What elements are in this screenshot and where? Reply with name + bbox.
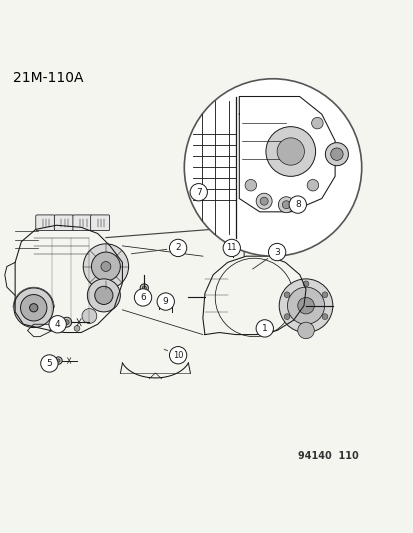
Circle shape bbox=[223, 239, 240, 256]
Circle shape bbox=[283, 292, 289, 297]
Circle shape bbox=[82, 309, 97, 324]
Circle shape bbox=[157, 293, 174, 310]
Text: 11: 11 bbox=[226, 244, 236, 253]
Circle shape bbox=[184, 79, 361, 256]
FancyBboxPatch shape bbox=[36, 215, 55, 231]
Circle shape bbox=[21, 295, 47, 321]
Circle shape bbox=[74, 326, 80, 332]
Text: 8: 8 bbox=[294, 200, 300, 209]
Circle shape bbox=[283, 314, 289, 319]
Circle shape bbox=[57, 359, 60, 362]
Text: 5: 5 bbox=[46, 359, 52, 368]
Circle shape bbox=[101, 262, 111, 271]
FancyBboxPatch shape bbox=[73, 215, 92, 231]
Circle shape bbox=[250, 241, 258, 249]
Circle shape bbox=[142, 286, 146, 290]
Circle shape bbox=[87, 279, 120, 312]
Circle shape bbox=[282, 201, 290, 209]
Circle shape bbox=[169, 346, 186, 364]
Circle shape bbox=[83, 244, 128, 289]
Circle shape bbox=[268, 244, 285, 261]
Circle shape bbox=[321, 292, 327, 297]
Circle shape bbox=[278, 197, 294, 213]
Text: 2: 2 bbox=[175, 244, 180, 253]
Circle shape bbox=[288, 196, 306, 213]
Circle shape bbox=[91, 252, 120, 281]
Circle shape bbox=[268, 241, 276, 249]
FancyBboxPatch shape bbox=[54, 215, 73, 231]
Text: 6: 6 bbox=[140, 293, 145, 302]
Circle shape bbox=[265, 127, 315, 176]
Circle shape bbox=[169, 239, 186, 256]
Circle shape bbox=[287, 287, 324, 324]
Circle shape bbox=[330, 148, 342, 160]
Text: 94140  110: 94140 110 bbox=[297, 451, 358, 461]
Circle shape bbox=[259, 197, 268, 205]
Text: 7: 7 bbox=[195, 188, 201, 197]
Circle shape bbox=[306, 180, 318, 191]
Circle shape bbox=[244, 180, 256, 191]
Circle shape bbox=[95, 286, 113, 304]
Circle shape bbox=[256, 193, 271, 209]
Circle shape bbox=[64, 320, 69, 325]
Circle shape bbox=[297, 322, 313, 338]
Text: 21M-110A: 21M-110A bbox=[13, 71, 83, 85]
Circle shape bbox=[190, 183, 207, 201]
Circle shape bbox=[49, 316, 66, 333]
FancyBboxPatch shape bbox=[225, 242, 239, 252]
Circle shape bbox=[311, 117, 323, 129]
FancyBboxPatch shape bbox=[90, 215, 109, 231]
Circle shape bbox=[325, 143, 348, 166]
Circle shape bbox=[134, 289, 151, 306]
Text: 9: 9 bbox=[162, 297, 168, 306]
Circle shape bbox=[55, 357, 62, 364]
Circle shape bbox=[278, 279, 332, 333]
Text: 10: 10 bbox=[173, 351, 183, 360]
Circle shape bbox=[29, 304, 38, 312]
Circle shape bbox=[302, 281, 308, 287]
Circle shape bbox=[140, 284, 148, 292]
Text: 3: 3 bbox=[273, 247, 279, 256]
Circle shape bbox=[276, 138, 304, 165]
Circle shape bbox=[256, 320, 273, 337]
Circle shape bbox=[302, 325, 308, 330]
Circle shape bbox=[321, 314, 327, 319]
Circle shape bbox=[40, 355, 58, 372]
Circle shape bbox=[57, 326, 63, 332]
Circle shape bbox=[62, 317, 71, 327]
Text: 1: 1 bbox=[261, 324, 267, 333]
Circle shape bbox=[14, 288, 53, 328]
Text: 4: 4 bbox=[55, 320, 60, 329]
Circle shape bbox=[297, 297, 313, 314]
